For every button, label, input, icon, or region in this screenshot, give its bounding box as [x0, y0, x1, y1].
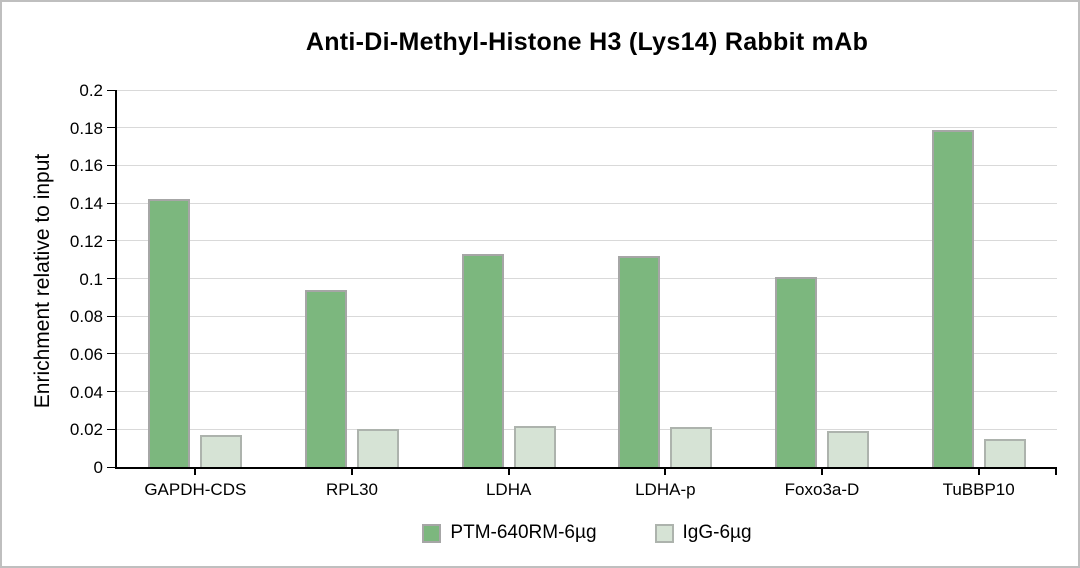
bar-ptm-640rm-6-g-ldha-p: [618, 255, 661, 467]
gridline: [117, 278, 1057, 279]
y-axis-tick: [107, 391, 115, 393]
y-axis-line: [115, 90, 117, 469]
gridline: [117, 202, 1057, 204]
y-axis-tick: [107, 315, 115, 317]
legend-item: PTM-640RM-6µg: [422, 522, 597, 544]
legend-item: IgG-6µg: [654, 522, 752, 544]
gridline: [117, 164, 1057, 166]
x-axis-line: [115, 467, 1057, 469]
x-category-label: LDHA: [485, 480, 532, 499]
y-tick-label: 0.2: [79, 81, 103, 100]
bar-ptm-640rm-6-g-rpl30: [305, 289, 347, 467]
y-tick-label: 0.14: [69, 194, 103, 214]
y-tick-label: 0: [93, 458, 103, 477]
bar-igg-6-g-rpl30: [357, 429, 399, 467]
legend: PTM-640RM-6µg IgG-6µg: [117, 522, 1057, 544]
y-tick-label: 0.12: [69, 231, 103, 251]
x-axis-tick: [194, 469, 197, 475]
y-axis-tick: [107, 202, 115, 204]
gridline: [117, 315, 1057, 317]
y-axis-tick: [107, 164, 115, 166]
x-category-label: LDHA-p: [635, 480, 696, 499]
x-category-label: Foxo3a-D: [784, 480, 860, 499]
gridline: [117, 89, 1057, 91]
y-axis-tick: [107, 428, 115, 430]
y-tick-label: 0.04: [69, 382, 103, 402]
bar-igg-6-g-gapdh-cds: [200, 434, 243, 467]
x-axis-end-tick: [1055, 469, 1057, 475]
gridline: [117, 391, 1057, 393]
legend-swatch-icon: [654, 523, 674, 543]
x-category-label: RPL30: [326, 480, 378, 499]
gridline: [117, 127, 1057, 129]
y-tick-label: 0.18: [69, 118, 103, 138]
x-axis-tick: [351, 469, 353, 475]
bar-ptm-640rm-6-g-tubbp10: [931, 129, 974, 467]
gridline: [117, 240, 1057, 242]
gridline: [117, 353, 1057, 355]
chart-title: Anti-Di-Methyl-Histone H3 (Lys14) Rabbit…: [305, 28, 869, 56]
bar-ptm-640rm-6-g-ldha: [461, 253, 504, 467]
y-axis-tick: [107, 240, 115, 242]
x-category-label: GAPDH-CDS: [144, 480, 247, 499]
legend-label: IgG-6µg: [682, 522, 752, 543]
y-axis-tick: [107, 89, 115, 91]
x-axis-tick: [821, 469, 823, 475]
y-tick-label: 0.16: [69, 156, 103, 176]
y-tick-label: 0.1: [79, 269, 103, 289]
y-axis-tick: [107, 278, 115, 279]
y-axis-title: Enrichment relative to input: [31, 153, 54, 409]
legend-label: PTM-640RM-6µg: [450, 522, 597, 543]
x-axis-tick: [507, 469, 510, 475]
bar-ptm-640rm-6-g-gapdh-cds: [148, 199, 191, 467]
bar-igg-6-g-ldha-p: [670, 427, 713, 467]
y-axis-tick: [107, 353, 115, 355]
x-category-label: TuBBP10: [942, 480, 1015, 499]
y-axis-tick: [107, 466, 115, 468]
y-tick-label: 0.06: [69, 344, 103, 364]
legend-swatch-icon: [422, 523, 442, 543]
y-tick-label: 0.02: [69, 420, 103, 440]
gridline: [117, 428, 1057, 430]
x-axis-tick: [664, 469, 667, 475]
y-tick-label: 0.08: [69, 307, 103, 327]
y-axis-tick: [107, 127, 115, 129]
bar-ptm-640rm-6-g-foxo3a-d: [775, 276, 817, 467]
bar-igg-6-g-ldha: [513, 425, 556, 467]
x-axis-tick: [977, 469, 980, 475]
bar-igg-6-g-foxo3a-d: [827, 431, 869, 467]
bar-igg-6-g-tubbp10: [983, 438, 1026, 467]
